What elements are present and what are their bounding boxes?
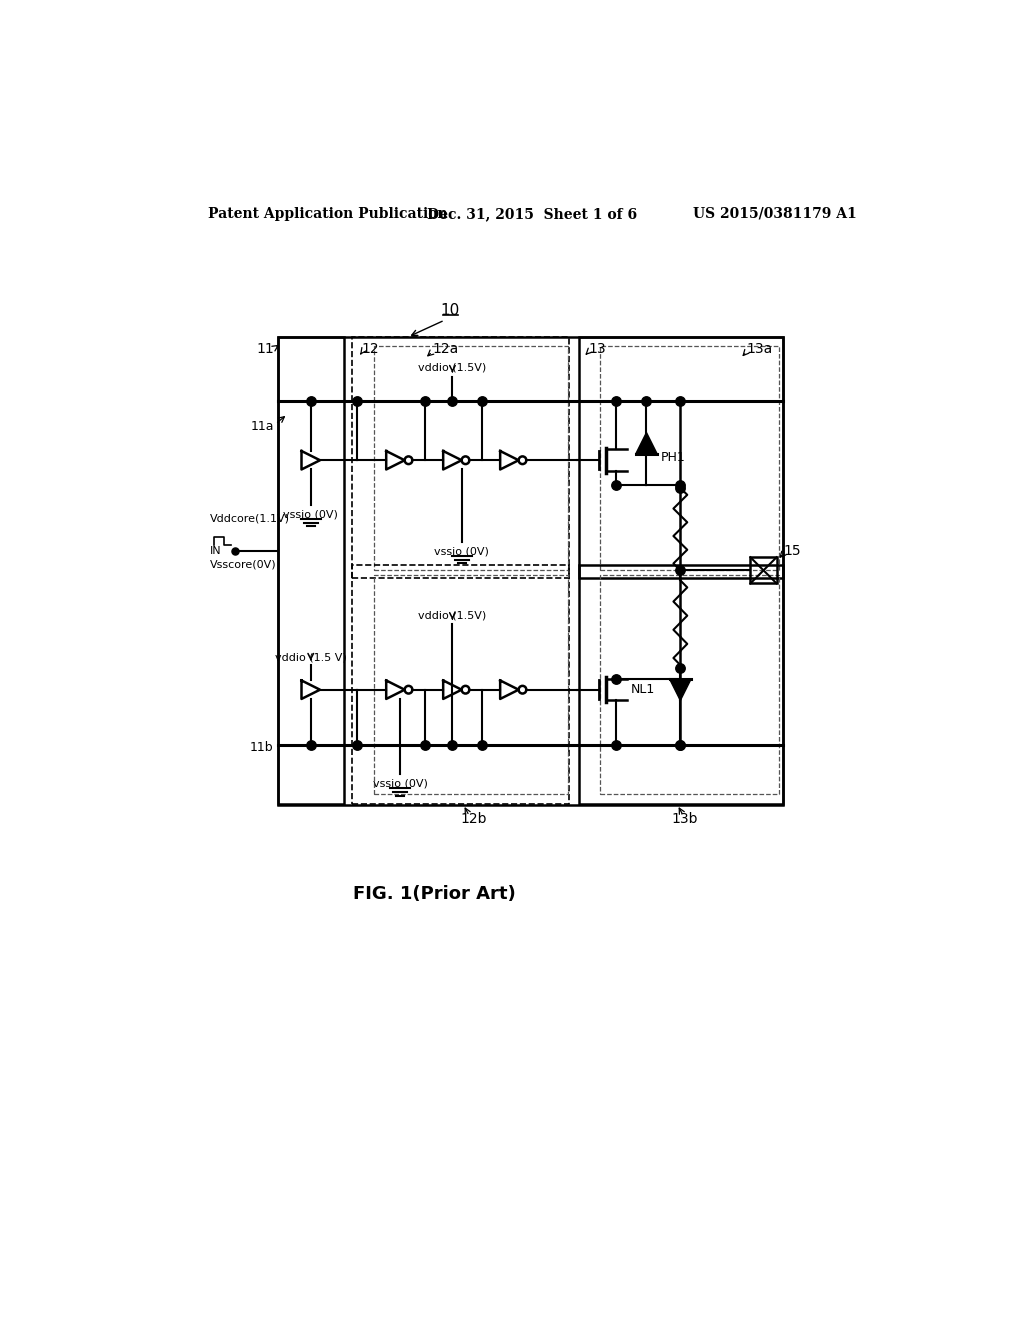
- Text: 11: 11: [256, 342, 273, 356]
- Text: vssio (0V): vssio (0V): [434, 546, 489, 556]
- Bar: [374, 576, 568, 795]
- Text: US 2015/0381179 A1: US 2015/0381179 A1: [692, 207, 856, 220]
- Bar: [579, 565, 782, 804]
- Text: Dec. 31, 2015  Sheet 1 of 6: Dec. 31, 2015 Sheet 1 of 6: [427, 207, 637, 220]
- Text: Vddcore(1.1V): Vddcore(1.1V): [210, 513, 290, 524]
- Text: 13: 13: [588, 342, 605, 356]
- Bar: [600, 346, 779, 570]
- Text: 13a: 13a: [746, 342, 773, 356]
- Polygon shape: [670, 678, 691, 701]
- Text: 11a: 11a: [250, 420, 273, 433]
- Text: IN: IN: [210, 546, 221, 556]
- Text: FIG. 1(Prior Art): FIG. 1(Prior Art): [353, 884, 516, 903]
- Text: 12: 12: [361, 342, 379, 356]
- Text: NL1: NL1: [631, 684, 655, 696]
- Text: Patent Application Publication: Patent Application Publication: [208, 207, 447, 220]
- Bar: [352, 337, 569, 578]
- Polygon shape: [636, 433, 657, 454]
- Bar: [279, 337, 782, 805]
- Text: 15: 15: [783, 544, 801, 558]
- Bar: [352, 565, 569, 804]
- Bar: [579, 337, 782, 578]
- Text: vssio (0V): vssio (0V): [284, 510, 338, 519]
- Text: Vsscore(0V): Vsscore(0V): [210, 560, 276, 569]
- Bar: [600, 576, 779, 795]
- Text: PH1: PH1: [660, 450, 685, 463]
- Text: 12b: 12b: [460, 812, 486, 826]
- Text: vssio (0V): vssio (0V): [373, 779, 427, 788]
- Text: vddio (1.5V): vddio (1.5V): [418, 611, 486, 620]
- Text: 12a: 12a: [432, 342, 459, 356]
- Text: 13b: 13b: [672, 812, 698, 826]
- Text: 11b: 11b: [250, 741, 273, 754]
- Bar: [279, 337, 344, 804]
- Text: vddio (1.5 V): vddio (1.5 V): [274, 652, 346, 663]
- Bar: [751, 557, 776, 583]
- Text: 10: 10: [440, 304, 460, 318]
- Text: vddio (1.5V): vddio (1.5V): [418, 363, 486, 372]
- Bar: [374, 346, 568, 570]
